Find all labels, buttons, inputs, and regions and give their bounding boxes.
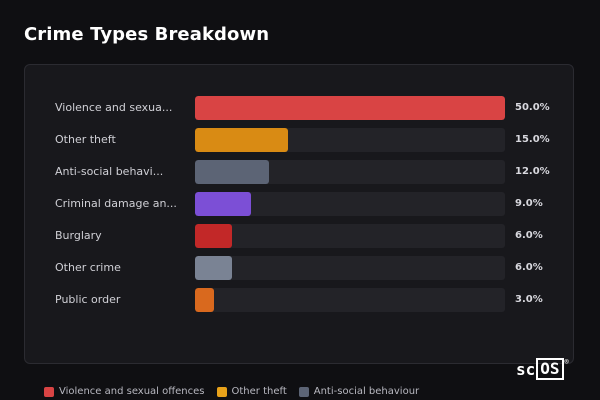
legend-label: Anti-social behaviour <box>313 386 420 397</box>
bar-row: Burglary 6.0% <box>55 224 567 248</box>
bar[interactable] <box>195 192 251 216</box>
legend-swatch <box>44 386 54 397</box>
legend-item[interactable]: Anti-social behaviour <box>298 386 420 397</box>
chart-panel: Violence and sexua... 50.0% Other theft 15.… <box>24 64 574 364</box>
category-label: Other crime <box>55 261 121 274</box>
category-label: Other theft <box>55 133 116 146</box>
bar-row: Violence and sexua... 50.0% <box>55 96 567 120</box>
legend-label: Other theft <box>231 386 287 397</box>
bar-row: Other crime 6.0% <box>55 256 567 280</box>
value-label: 6.0% <box>515 230 543 241</box>
bar[interactable] <box>195 128 288 152</box>
bar-track <box>195 224 505 248</box>
value-label: 9.0% <box>515 198 543 209</box>
bar[interactable] <box>195 96 505 120</box>
bar-row: Criminal damage an... 9.0% <box>55 192 567 216</box>
value-label: 50.0% <box>515 102 550 113</box>
legend-item[interactable]: Violence and sexual offences <box>44 386 205 397</box>
bar-track <box>195 288 505 312</box>
bar-row: Other theft 15.0% <box>55 128 567 152</box>
bar[interactable] <box>195 288 214 312</box>
legend-label: Violence and sexual offences <box>59 386 205 397</box>
brand-prefix: sc <box>516 359 536 379</box>
value-label: 15.0% <box>515 134 550 145</box>
value-label: 12.0% <box>515 166 550 177</box>
value-label: 3.0% <box>515 294 543 305</box>
bar[interactable] <box>195 160 270 184</box>
category-label: Anti-social behavi... <box>55 165 164 178</box>
category-label: Public order <box>55 293 121 306</box>
legend-swatch <box>298 386 309 397</box>
bar-track <box>195 256 505 280</box>
legend-item[interactable]: Other theft <box>216 386 287 397</box>
bar[interactable] <box>195 224 233 248</box>
legend-swatch <box>216 386 227 397</box>
value-label: 6.0% <box>515 262 543 273</box>
chart-legend: Violence and sexual offences Other theft A… <box>44 386 419 397</box>
bar-track <box>195 192 505 216</box>
brand-logo: sc OS ® <box>516 358 569 380</box>
brand-boxed: OS <box>536 358 564 380</box>
category-label: Criminal damage an... <box>55 197 177 210</box>
bar-track <box>195 96 505 120</box>
category-label: Violence and sexua... <box>55 101 173 114</box>
brand-registered-mark: ® <box>564 358 569 366</box>
category-label: Burglary <box>55 229 102 242</box>
bar-row: Anti-social behavi... 12.0% <box>55 160 567 184</box>
bar-track <box>195 128 505 152</box>
bar[interactable] <box>195 256 233 280</box>
chart-title: Crime Types Breakdown <box>24 24 270 45</box>
bar-track <box>195 160 505 184</box>
bar-row: Public order 3.0% <box>55 288 567 312</box>
